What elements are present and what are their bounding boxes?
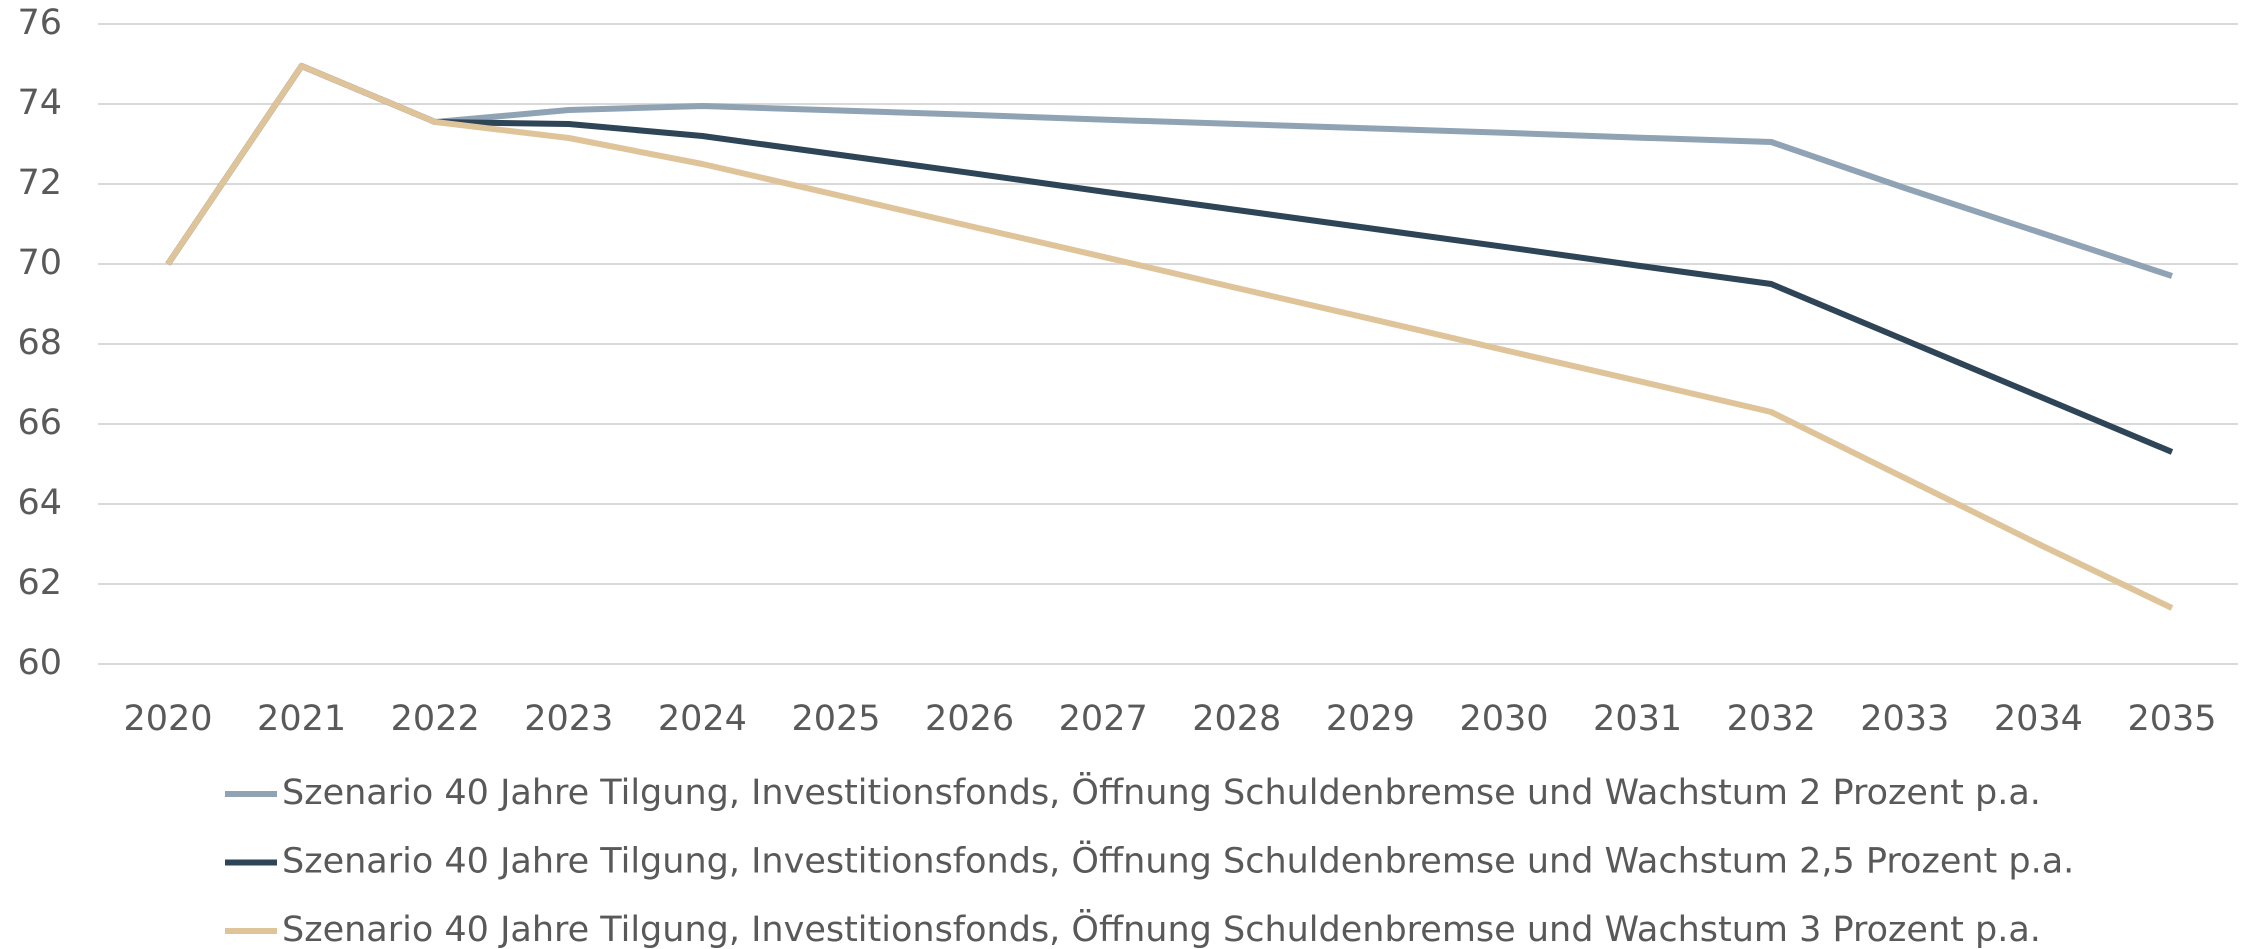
x-tick-label: 2032 [1727,699,1816,739]
series-line [165,63,2173,279]
legend-label: Szenario 40 Jahre Tilgung, Investitionsf… [282,840,2074,882]
x-tick-label: 2034 [1994,699,2083,739]
y-tick-label: 64 [17,483,62,523]
x-tick-label: 2025 [791,699,880,739]
x-tick-label: 2026 [925,699,1014,739]
x-tick-label: 2029 [1326,699,1415,739]
y-tick-label: 66 [17,403,62,443]
x-tick-label: 2020 [123,699,212,739]
x-tick-label: 2035 [2127,699,2216,739]
x-tick-label: 2030 [1459,699,1548,739]
y-tick-label: 74 [17,83,62,123]
x-tick-label: 2021 [257,699,346,739]
x-tick-label: 2031 [1593,699,1682,739]
series-line [165,63,2174,611]
legend-label: Szenario 40 Jahre Tilgung, Investitionsf… [282,771,2041,813]
series-line [165,63,2174,455]
x-tick-label: 2022 [391,699,480,739]
y-tick-label: 76 [17,3,62,43]
y-tick-label: 72 [17,163,62,203]
x-tick-label: 2024 [658,699,747,739]
x-tick-label: 2027 [1059,699,1148,739]
y-tick-label: 62 [17,563,62,603]
x-tick-label: 2033 [1860,699,1949,739]
x-tick-label: 2028 [1192,699,1281,739]
y-tick-label: 68 [17,323,62,363]
y-tick-label: 70 [17,243,62,283]
y-tick-label: 60 [17,643,62,683]
x-tick-label: 2023 [524,699,613,739]
legend-label: Szenario 40 Jahre Tilgung, Investitionsf… [282,908,2041,949]
